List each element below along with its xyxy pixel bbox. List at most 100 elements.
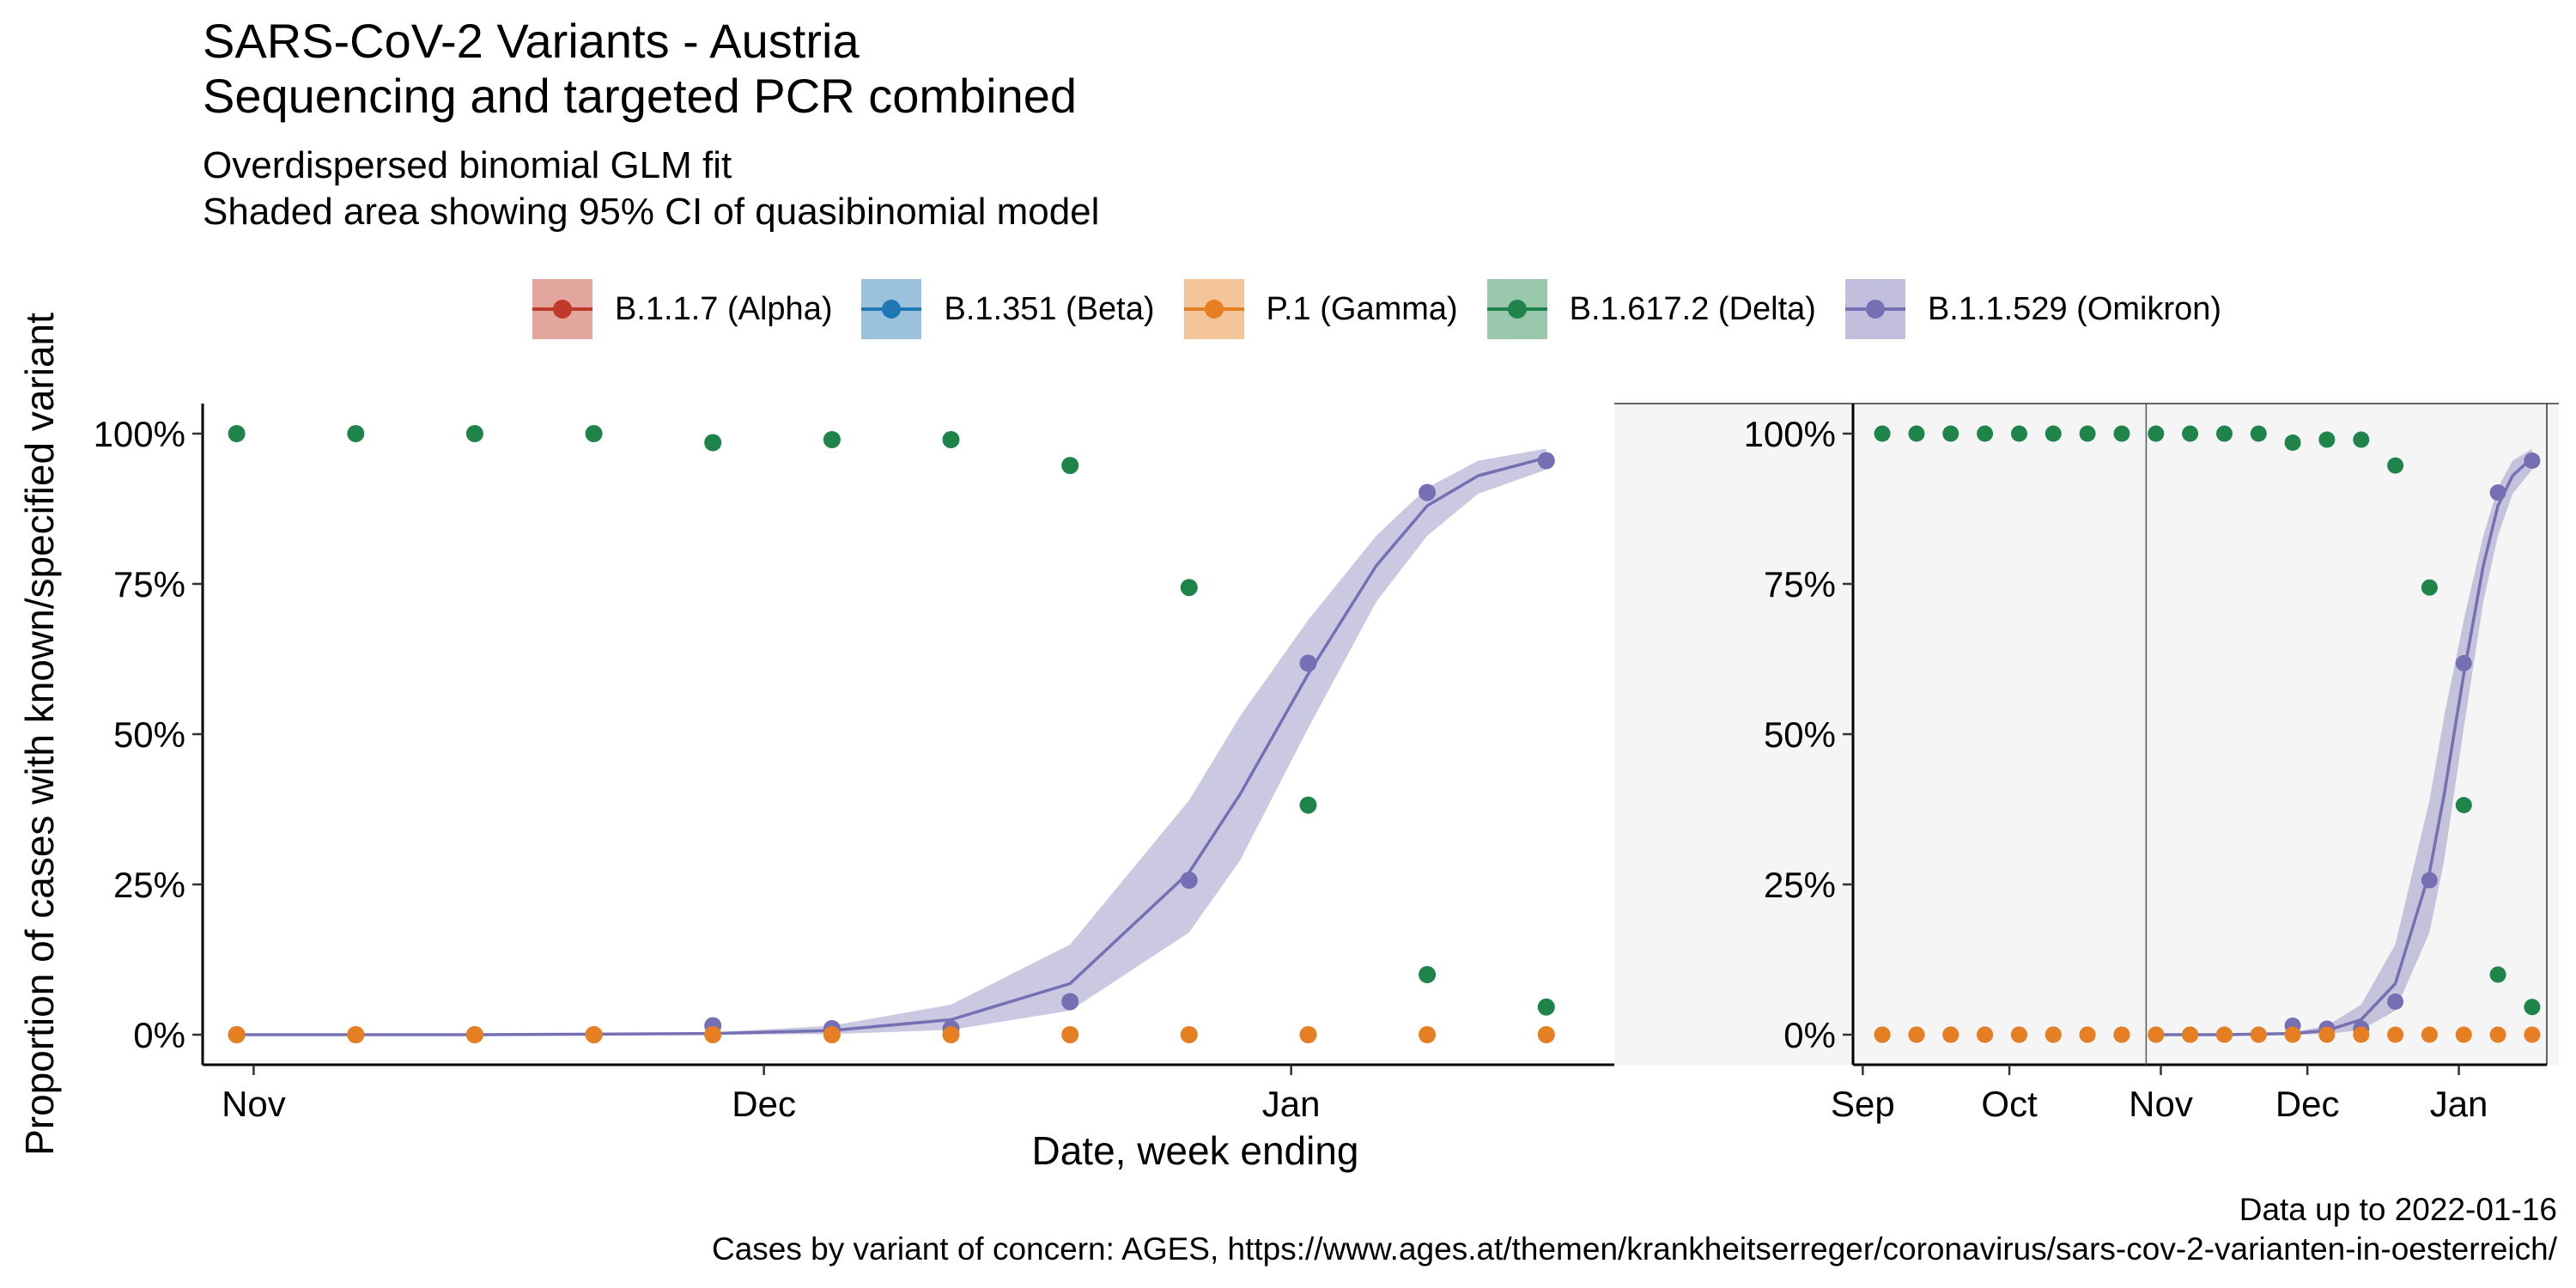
- legend-item-gamma: P.1 (Gamma): [1183, 279, 1458, 339]
- inset-panel-point-p-1-gamma-7: [2113, 1026, 2130, 1043]
- legend-key-gamma: [1183, 279, 1244, 339]
- main-panel-x-tick-label-jan: Jan: [1262, 1084, 1321, 1124]
- main-panel-omikron-ci-ribbon: [236, 448, 1546, 1035]
- inset-panel-point-p-1-gamma-0: [1874, 1026, 1891, 1043]
- inset-panel-point-p-1-gamma-16: [2421, 1026, 2438, 1043]
- main-panel-point-p-1-gamma-1: [347, 1026, 365, 1043]
- inset-panel-point-b-1-617-2-delta-11: [2250, 425, 2267, 442]
- inset-panel-point-b-1-1-529-omikron-16: [2421, 872, 2438, 889]
- legend-label-gamma: P.1 (Gamma): [1266, 290, 1458, 327]
- inset-panel-point-b-1-1-529-omikron-15: [2387, 993, 2404, 1010]
- main-panel-y-tick-label-4: 100%: [94, 414, 185, 454]
- inset-panel-point-p-1-gamma-9: [2182, 1026, 2199, 1043]
- inset-panel-x-tick-label-oct: Oct: [1981, 1084, 2038, 1124]
- inset-panel-point-p-1-gamma-10: [2216, 1026, 2233, 1043]
- inset-panel-point-b-1-617-2-delta-3: [1977, 425, 1994, 442]
- main-panel-point-b-1-617-2-delta-8: [1180, 579, 1198, 597]
- inset-panel-point-p-1-gamma-3: [1977, 1026, 1994, 1043]
- inset-panel-y-tick-label-1: 25%: [1764, 865, 1836, 905]
- inset-panel: 0% 25% 50% 75% 100% Sep Oct Nov Dec Jan: [1744, 404, 2547, 1124]
- main-panel-point-p-1-gamma-5: [823, 1026, 841, 1043]
- inset-panel-point-p-1-gamma-14: [2353, 1026, 2370, 1043]
- inset-panel-x-tick-label-jan: Jan: [2430, 1084, 2488, 1124]
- inset-panel-point-b-1-617-2-delta-7: [2113, 425, 2130, 442]
- inset-panel-point-b-1-617-2-delta-15: [2387, 457, 2404, 474]
- inset-panel-point-b-1-617-2-delta-14: [2353, 431, 2370, 448]
- inset-panel-point-p-1-gamma-19: [2524, 1026, 2541, 1043]
- main-panel-x-tick-label-dec: Dec: [732, 1084, 796, 1124]
- inset-panel-point-b-1-617-2-delta-18: [2489, 966, 2506, 983]
- legend-item-omikron: B.1.1.529 (Omikron): [1844, 279, 2221, 339]
- main-panel-point-p-1-gamma-3: [585, 1026, 603, 1043]
- legend-item-alpha: B.1.1.7 (Alpha): [532, 279, 832, 339]
- main-panel-point-b-1-617-2-delta-2: [465, 425, 483, 442]
- inset-panel-point-b-1-617-2-delta-12: [2284, 434, 2301, 451]
- main-panel-point-b-1-617-2-delta-3: [585, 425, 603, 442]
- inset-panel-point-b-1-1-529-omikron-18: [2489, 484, 2506, 501]
- inset-panel-point-b-1-617-2-delta-0: [1874, 425, 1891, 442]
- inset-panel-point-b-1-617-2-delta-17: [2455, 797, 2472, 814]
- chart-subtitle-line2: Shaded area showing 95% CI of quasibinom…: [203, 191, 1100, 233]
- inset-panel-point-b-1-617-2-delta-2: [1942, 425, 1959, 442]
- inset-panel-point-p-1-gamma-4: [2011, 1026, 2027, 1043]
- legend-label-alpha: B.1.1.7 (Alpha): [615, 290, 833, 327]
- inset-panel-point-b-1-617-2-delta-9: [2182, 425, 2199, 442]
- legend-label-delta: B.1.617.2 (Delta): [1569, 290, 1816, 327]
- main-panel-y-tick-label-2: 50%: [113, 714, 185, 755]
- caption-date: Data up to 2022-01-16: [2239, 1192, 2557, 1227]
- main-panel-point-b-1-1-529-omikron-9: [1299, 654, 1317, 672]
- inset-panel-point-p-1-gamma-13: [2318, 1026, 2336, 1043]
- main-panel-point-p-1-gamma-8: [1180, 1026, 1198, 1043]
- caption-source: Cases by variant of concern: AGES, https…: [712, 1231, 2557, 1267]
- main-panel-y-tick-label-1: 25%: [113, 865, 185, 905]
- inset-panel-y-tick-label-4: 100%: [1744, 414, 1836, 454]
- inset-panel-point-p-1-gamma-17: [2455, 1026, 2472, 1043]
- main-panel-point-b-1-617-2-delta-10: [1419, 966, 1437, 983]
- main-panel-point-p-1-gamma-9: [1299, 1026, 1317, 1043]
- main-panel-omikron-fit-line: [236, 456, 1547, 1036]
- main-panel-point-p-1-gamma-6: [942, 1026, 960, 1043]
- inset-panel-x-tick-label-nov: Nov: [2129, 1084, 2193, 1124]
- inset-panel-point-p-1-gamma-12: [2284, 1026, 2301, 1043]
- x-axis-label: Date, week ending: [1031, 1128, 1358, 1173]
- main-panel-point-b-1-617-2-delta-0: [228, 425, 246, 442]
- main-panel-point-b-1-1-529-omikron-7: [1061, 993, 1079, 1011]
- chart-title-line1: SARS-CoV-2 Variants - Austria: [203, 14, 860, 68]
- main-panel: 0% 25% 50% 75% 100% Nov Dec Jan: [94, 404, 1614, 1124]
- main-panel-point-b-1-617-2-delta-9: [1299, 796, 1317, 814]
- chart-title-line2: Sequencing and targeted PCR combined: [203, 69, 1078, 123]
- main-panel-point-b-1-1-529-omikron-10: [1419, 483, 1437, 501]
- legend-key-beta: [861, 279, 922, 339]
- inset-panel-point-b-1-617-2-delta-1: [1908, 425, 1925, 442]
- inset-panel-point-b-1-1-529-omikron-19: [2524, 453, 2541, 469]
- legend: B.1.1.7 (Alpha) B.1.351 (Beta) P.1 (Gamm…: [532, 275, 2251, 343]
- chart-subtitle-line1: Overdispersed binomial GLM fit: [203, 144, 732, 186]
- inset-panel-point-b-1-617-2-delta-6: [2079, 425, 2096, 442]
- main-panel-point-p-1-gamma-10: [1419, 1026, 1437, 1043]
- inset-panel-point-b-1-617-2-delta-19: [2524, 999, 2541, 1016]
- inset-panel-y-tick-label-0: 0%: [1783, 1015, 1836, 1055]
- y-axis-label: Proportion of cases with known/specified…: [17, 313, 62, 1156]
- legend-label-beta: B.1.351 (Beta): [944, 290, 1155, 327]
- inset-panel-point-b-1-1-529-omikron-17: [2455, 654, 2472, 671]
- inset-panel-point-p-1-gamma-15: [2387, 1026, 2404, 1043]
- legend-item-beta: B.1.351 (Beta): [861, 279, 1155, 339]
- inset-panel-point-p-1-gamma-2: [1942, 1026, 1959, 1043]
- main-panel-x-tick-label-nov: Nov: [222, 1084, 286, 1124]
- inset-panel-point-b-1-617-2-delta-8: [2148, 425, 2165, 442]
- inset-panel-background: [1614, 404, 2559, 1065]
- inset-panel-point-b-1-617-2-delta-16: [2421, 579, 2438, 596]
- inset-panel-x-tick-label-sep: Sep: [1831, 1084, 1895, 1124]
- main-panel-point-b-1-617-2-delta-1: [347, 425, 365, 442]
- inset-panel-point-p-1-gamma-18: [2489, 1026, 2506, 1043]
- inset-panel-point-b-1-617-2-delta-10: [2216, 425, 2233, 442]
- main-panel-point-p-1-gamma-0: [228, 1026, 246, 1043]
- inset-panel-point-p-1-gamma-8: [2148, 1026, 2165, 1043]
- inset-panel-point-p-1-gamma-5: [2044, 1026, 2062, 1043]
- main-panel-point-b-1-617-2-delta-6: [942, 431, 960, 448]
- inset-panel-point-p-1-gamma-1: [1908, 1026, 1925, 1043]
- legend-item-delta: B.1.617.2 (Delta): [1486, 279, 1816, 339]
- inset-panel-y-tick-label-3: 75%: [1764, 564, 1836, 605]
- main-panel-point-b-1-1-529-omikron-8: [1180, 872, 1198, 890]
